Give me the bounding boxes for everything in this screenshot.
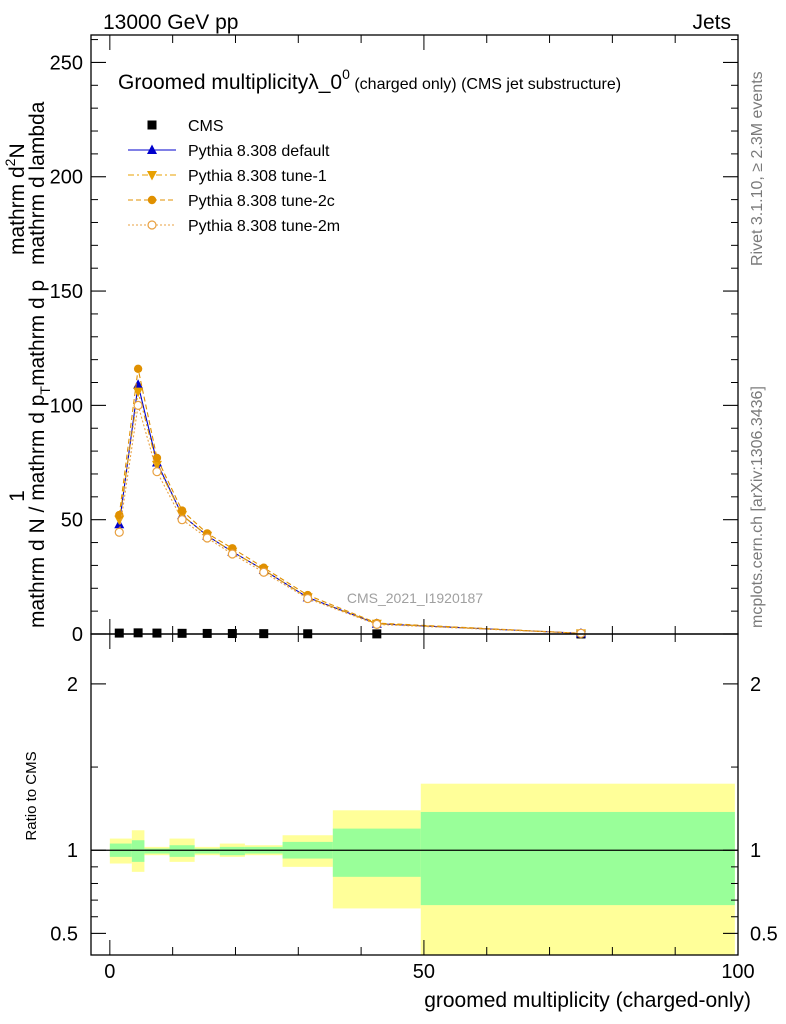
legend-marker [147,220,157,230]
series-line [118,368,581,634]
data-point [152,453,162,463]
data-point [133,400,143,410]
ratio-stat-band [219,846,245,856]
data-point [133,387,144,398]
ratio-y-tick-label: 1 [67,840,78,862]
main-ylabel: 1 mathrm d N / mathrm d pTmathrm d p mat… [2,101,53,628]
data-point [177,506,187,515]
ratio-stat-band [131,840,145,862]
data-point [303,593,313,604]
legend-label: Pythia 8.308 tune-2c [188,193,335,210]
data-point [115,510,124,520]
ylabel-lambda: mathrm d lambda [26,101,49,265]
y-tick-label: 250 [50,52,83,74]
data-point [227,549,237,559]
legend-item: Pythia 8.308 tune-2c [128,193,335,210]
main-plot: CMS_2021_I1920187 0 50 100 150 200 250 Groome… [2,34,739,646]
data-point [177,628,187,638]
data-point [114,527,124,537]
ratio-y-tick-label-right: 2 [750,674,761,696]
ratio-stat-band [169,845,195,857]
y-tick-label: 50 [61,510,83,532]
data-point [259,567,269,577]
legend-item: Pythia 8.308 tune-2m [128,218,340,235]
ratio-ylabel: Ratio to CMS [23,751,40,840]
ratio-y-tick-label-right: 0.5 [750,923,778,945]
legend-label: Pythia 8.308 tune-2m [188,218,340,235]
ylabel-numerator: mathrm d2N [2,143,29,255]
ratio-frame [90,633,739,956]
data-point [152,628,162,638]
energy-label: 13000 GeV pp [103,11,238,34]
x-tick-label: 50 [413,961,435,983]
plot-title: Groomed multiplicityλ_00 (charged only) … [118,66,621,94]
series-4 [114,400,586,638]
ratio-stat-band [144,848,170,854]
data-point [133,628,143,638]
ratio-stat-band [332,828,421,877]
ratio-plot: 0.5 0.5 1 1 2 2 0 50 100 Ratio to CMS groomed mu… [23,633,778,1012]
legend-label: Pythia 8.308 tune-1 [188,168,327,185]
ratio-y-tick-label: 2 [67,674,78,696]
legend-item: Pythia 8.308 default [128,143,330,160]
rivet-version-label: Rivet 3.1.10, ≥ 2.3M events [749,71,766,266]
watermark: CMS_2021_I1920187 [347,590,483,606]
ylabel-one: 1 [6,490,29,502]
data-point [114,628,124,638]
data-point [576,628,586,638]
y-tick-label: 200 [50,167,83,189]
data-point [152,467,162,477]
data-point [133,364,143,373]
ylabel-denominator: mathrm d N / mathrm d pTmathrm d p [26,280,53,628]
y-tick-label: 0 [72,624,83,646]
category-label: Jets [692,11,731,34]
ratio-stat-band [420,811,735,906]
legend-label: CMS [188,118,224,135]
ratio-stat-band [194,848,220,854]
series-line [118,391,581,634]
ratio-y-tick-label: 0.5 [50,923,78,945]
y-tick-label: 100 [50,395,83,417]
source-label: mcplots.cern.ch [arXiv:1306.3436] [749,386,766,628]
data-point [372,619,382,629]
legend-marker [147,195,157,205]
data-point [202,533,212,543]
x-tick-label: 0 [104,961,115,983]
legend: CMS Pythia 8.308 default Pythia 8.308 tune… [128,118,340,235]
x-axis-label: groomed multiplicity (charged-only) [424,989,751,1012]
legend-marker [147,171,157,181]
ratio-y-tick-label-right: 1 [750,840,761,862]
y-tick-label: 150 [50,281,83,303]
legend-marker [147,120,157,130]
x-tick-label: 100 [721,961,754,983]
legend-label: Pythia 8.308 default [188,143,330,160]
legend-item: CMS [147,118,224,135]
legend-item: Pythia 8.308 tune-1 [128,168,327,185]
series-line [118,405,581,634]
legend-marker [147,144,157,154]
data-point [177,515,187,525]
